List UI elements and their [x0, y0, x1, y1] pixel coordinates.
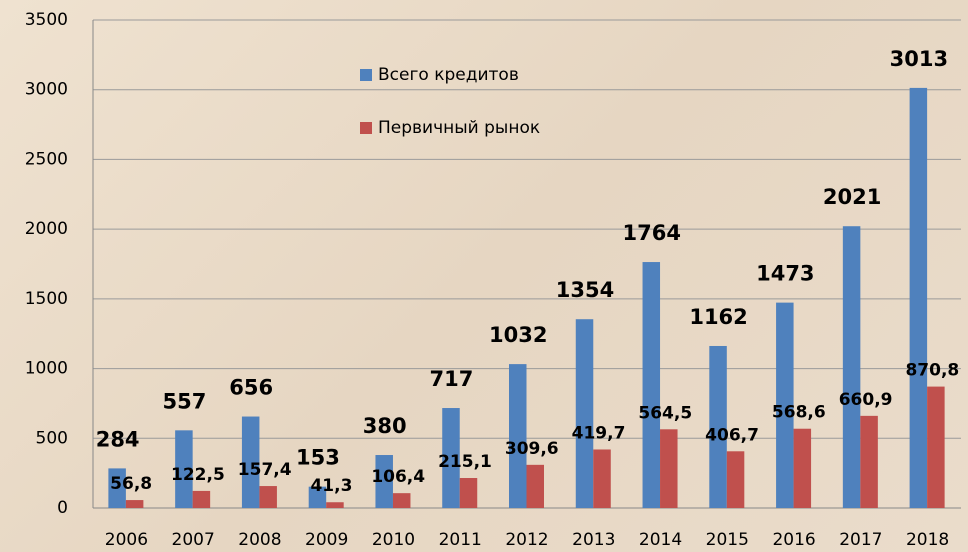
- value-label: 2021: [823, 185, 881, 209]
- y-tick-label: 1500: [25, 289, 68, 309]
- bar: [375, 455, 393, 508]
- value-label: 153: [296, 446, 340, 470]
- value-label: 3013: [890, 47, 948, 71]
- bar: [927, 386, 945, 508]
- bar: [909, 87, 928, 509]
- bar: [192, 490, 211, 508]
- x-tick-label: 2013: [572, 530, 615, 550]
- x-tick-label: 2011: [439, 530, 482, 550]
- y-tick-label: 2500: [25, 149, 68, 169]
- value-label: 568,6: [772, 403, 826, 423]
- bar: [776, 302, 794, 508]
- x-tick-label: 2007: [172, 530, 215, 550]
- x-tick-label: 2018: [906, 530, 949, 550]
- value-label: 1764: [623, 221, 681, 245]
- bar: [660, 429, 678, 508]
- value-label: 564,5: [638, 403, 692, 423]
- bar: [175, 430, 193, 508]
- value-label: 122,5: [171, 465, 225, 485]
- bar: [793, 428, 812, 508]
- y-tick-label: 3000: [25, 80, 68, 100]
- x-tick-label: 2009: [305, 530, 348, 550]
- value-label: 1354: [556, 278, 614, 302]
- y-tick-label: 3500: [25, 10, 68, 30]
- y-tick-label: 2000: [25, 219, 68, 239]
- value-label: 419,7: [572, 423, 626, 443]
- x-tick-label: 2016: [772, 530, 815, 550]
- value-label: 56,8: [110, 474, 152, 494]
- bar: [593, 449, 611, 508]
- value-label: 1032: [489, 323, 547, 347]
- x-tick-label: 2012: [505, 530, 548, 550]
- x-tick-label: 2006: [105, 530, 148, 550]
- bar: [442, 408, 460, 508]
- y-tick-label: 0: [57, 498, 68, 518]
- bar: [308, 486, 327, 508]
- value-label: 380: [363, 414, 407, 438]
- bar: [842, 226, 861, 509]
- value-label: 557: [162, 389, 206, 413]
- bar: [526, 464, 544, 508]
- value-label: 660,9: [839, 390, 893, 410]
- bar: [726, 451, 745, 508]
- value-label: 717: [430, 367, 474, 391]
- value-label: 1473: [756, 262, 814, 286]
- x-tick-label: 2014: [639, 530, 682, 550]
- value-label: 656: [229, 376, 273, 400]
- legend-swatch: [360, 122, 372, 134]
- x-tick-label: 2010: [372, 530, 415, 550]
- value-label: 870,8: [905, 361, 959, 381]
- bar: [108, 468, 126, 508]
- bar: [575, 319, 594, 508]
- y-tick-label: 1000: [25, 359, 68, 379]
- value-label: 215,1: [438, 452, 492, 472]
- bar: [860, 415, 878, 508]
- bar: [259, 486, 277, 508]
- value-label: 406,7: [705, 425, 759, 445]
- legend-swatch: [360, 69, 372, 81]
- value-label: 1162: [689, 305, 747, 329]
- bar: [125, 500, 144, 508]
- value-label: 157,4: [238, 460, 292, 480]
- bar: [392, 493, 411, 508]
- value-label: 106,4: [371, 467, 425, 487]
- value-label: 41,3: [310, 476, 352, 496]
- bar: [326, 502, 344, 508]
- value-label: 309,6: [505, 439, 559, 459]
- bar: [241, 416, 260, 508]
- x-tick-label: 2017: [839, 530, 882, 550]
- legend-label: Всего кредитов: [378, 65, 519, 85]
- x-tick-label: 2008: [238, 530, 281, 550]
- legend-label: Первичный рынок: [378, 118, 540, 138]
- bar: [459, 478, 478, 508]
- value-label: 284: [96, 427, 140, 451]
- bar: [709, 345, 727, 508]
- bar: [642, 262, 661, 508]
- bar: [509, 364, 527, 508]
- y-tick-label: 500: [36, 428, 68, 448]
- x-tick-label: 2015: [706, 530, 749, 550]
